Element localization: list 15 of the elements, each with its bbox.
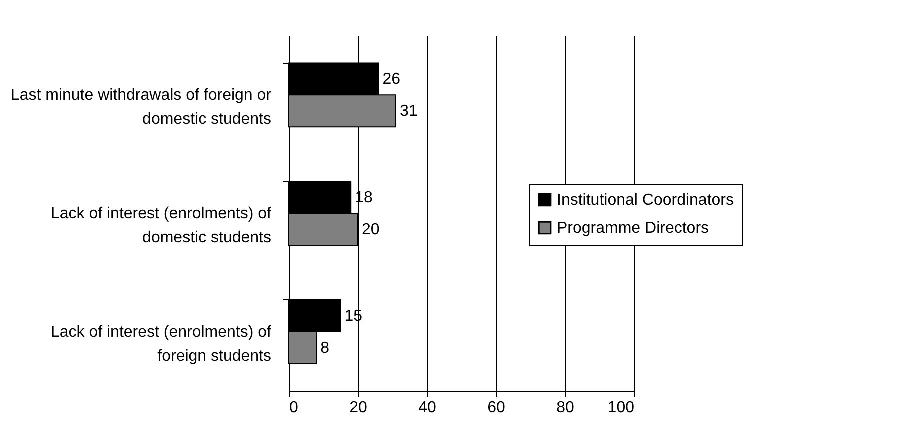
- x-tick-label: 60: [488, 400, 506, 416]
- y-tick-label: Lack of interest (enrolments) of domestic students: [50, 206, 272, 246]
- x-tick-label: 100: [608, 400, 635, 416]
- data-label: 31: [400, 103, 418, 120]
- y-tick-label: Last minute withdrawals of foreign or domestic students: [10, 87, 272, 128]
- x-tick-label: 20: [350, 400, 368, 416]
- legend-label: Institutional Coordinators: [557, 192, 734, 209]
- x-tick-label: 80: [556, 400, 574, 416]
- x-tick-label: 0: [290, 400, 298, 416]
- data-label: 20: [362, 221, 380, 238]
- data-label: 8: [320, 340, 330, 357]
- data-label: 26: [382, 71, 401, 88]
- y-tick-label: Lack of interest (enrolments) of foreign students: [50, 324, 272, 365]
- legend-label: Programme Directors: [557, 220, 710, 237]
- x-tick-label: 40: [418, 400, 436, 416]
